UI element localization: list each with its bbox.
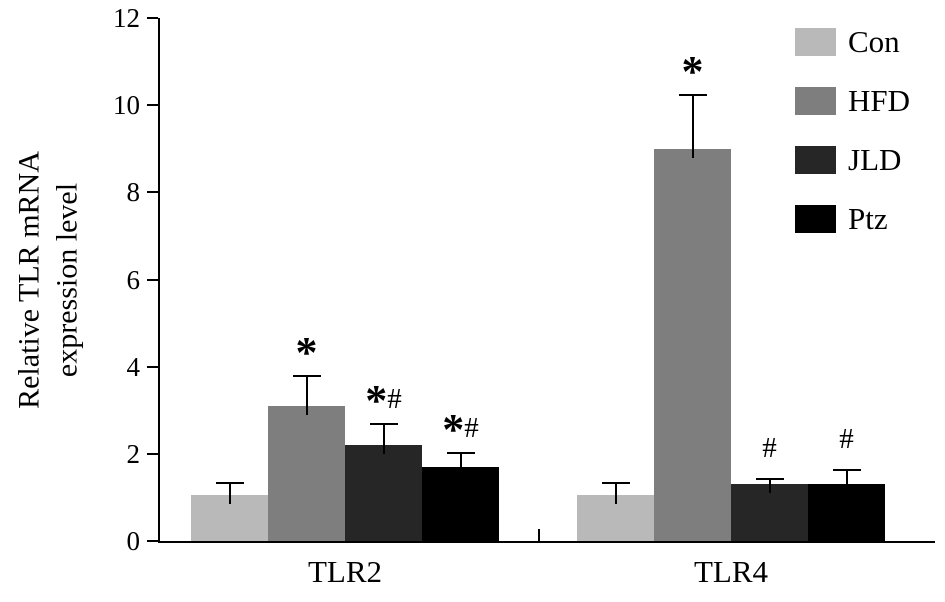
error-bar-cap <box>215 482 244 485</box>
significance-annotation: *# <box>339 379 429 423</box>
error-bar-cap <box>601 482 630 485</box>
bar-jld-tlr2 <box>345 445 422 541</box>
hash-marker: # <box>839 423 854 456</box>
error-bar <box>691 94 694 158</box>
asterisk-marker: * <box>681 47 704 97</box>
significance-annotation: *# <box>416 404 506 454</box>
bar-ptz-tlr2 <box>422 466 499 541</box>
error-bar <box>382 423 385 455</box>
bar-jld-tlr4 <box>731 484 808 541</box>
y-tick <box>147 365 158 368</box>
legend-swatch-hfd <box>795 86 836 115</box>
legend-swatch-ptz <box>795 204 836 233</box>
y-tick-label: 4 <box>126 351 141 382</box>
y-tick <box>147 540 158 542</box>
error-bar-cap <box>369 423 398 426</box>
y-tick-label: 6 <box>126 264 141 295</box>
y-tick <box>147 452 158 455</box>
hash-marker: # <box>387 383 402 416</box>
legend-swatch-jld <box>795 145 836 174</box>
legend-item-ptz: Ptz <box>795 203 910 234</box>
group-divider-tick <box>538 529 540 541</box>
y-tick <box>147 17 158 19</box>
error-bar-cap <box>755 477 784 480</box>
legend-swatch-con <box>795 27 836 56</box>
error-bar <box>768 477 771 494</box>
error-bar-cap <box>678 94 707 97</box>
error-bar <box>459 451 462 476</box>
legend-label-jld: JLD <box>848 142 902 177</box>
error-bar-cap <box>832 469 861 472</box>
x-category-label: TLR2 <box>307 554 383 589</box>
y-tick-label: 0 <box>126 526 141 556</box>
y-tick-label: 10 <box>113 90 140 121</box>
hash-marker: # <box>762 431 777 464</box>
legend: Con HFD JLD Ptz <box>795 26 910 262</box>
y-tick-label: 8 <box>126 177 141 208</box>
asterisk-marker: * <box>442 404 465 454</box>
legend-item-hfd: HFD <box>795 85 910 116</box>
error-bar <box>845 469 848 494</box>
error-bar <box>305 375 308 415</box>
hash-marker: # <box>464 411 479 444</box>
significance-annotation: # <box>725 431 815 468</box>
legend-item-con: Con <box>795 26 910 57</box>
legend-label-con: Con <box>848 24 900 59</box>
error-bar <box>228 482 231 505</box>
y-tick <box>147 278 158 281</box>
significance-annotation: * <box>262 331 352 375</box>
legend-item-jld: JLD <box>795 144 910 175</box>
bar-hfd-tlr4 <box>654 148 731 541</box>
y-tick <box>147 191 158 194</box>
y-tick-label: 2 <box>126 438 141 469</box>
legend-label-ptz: Ptz <box>848 201 888 236</box>
asterisk-marker: * <box>295 328 318 378</box>
significance-annotation: * <box>648 50 738 94</box>
y-tick-label: 12 <box>113 3 140 33</box>
bar-hfd-tlr2 <box>268 405 345 541</box>
error-bar-cap <box>292 375 321 378</box>
error-bar-cap <box>446 451 475 454</box>
x-category-label: TLR4 <box>693 554 769 589</box>
y-tick <box>147 104 158 107</box>
x-axis-line <box>158 541 935 543</box>
y-axis-line <box>158 18 160 543</box>
asterisk-marker: * <box>365 376 388 426</box>
significance-annotation: # <box>802 425 892 459</box>
error-bar <box>614 482 617 505</box>
legend-label-hfd: HFD <box>848 83 911 118</box>
bar-ptz-tlr4 <box>808 484 885 541</box>
